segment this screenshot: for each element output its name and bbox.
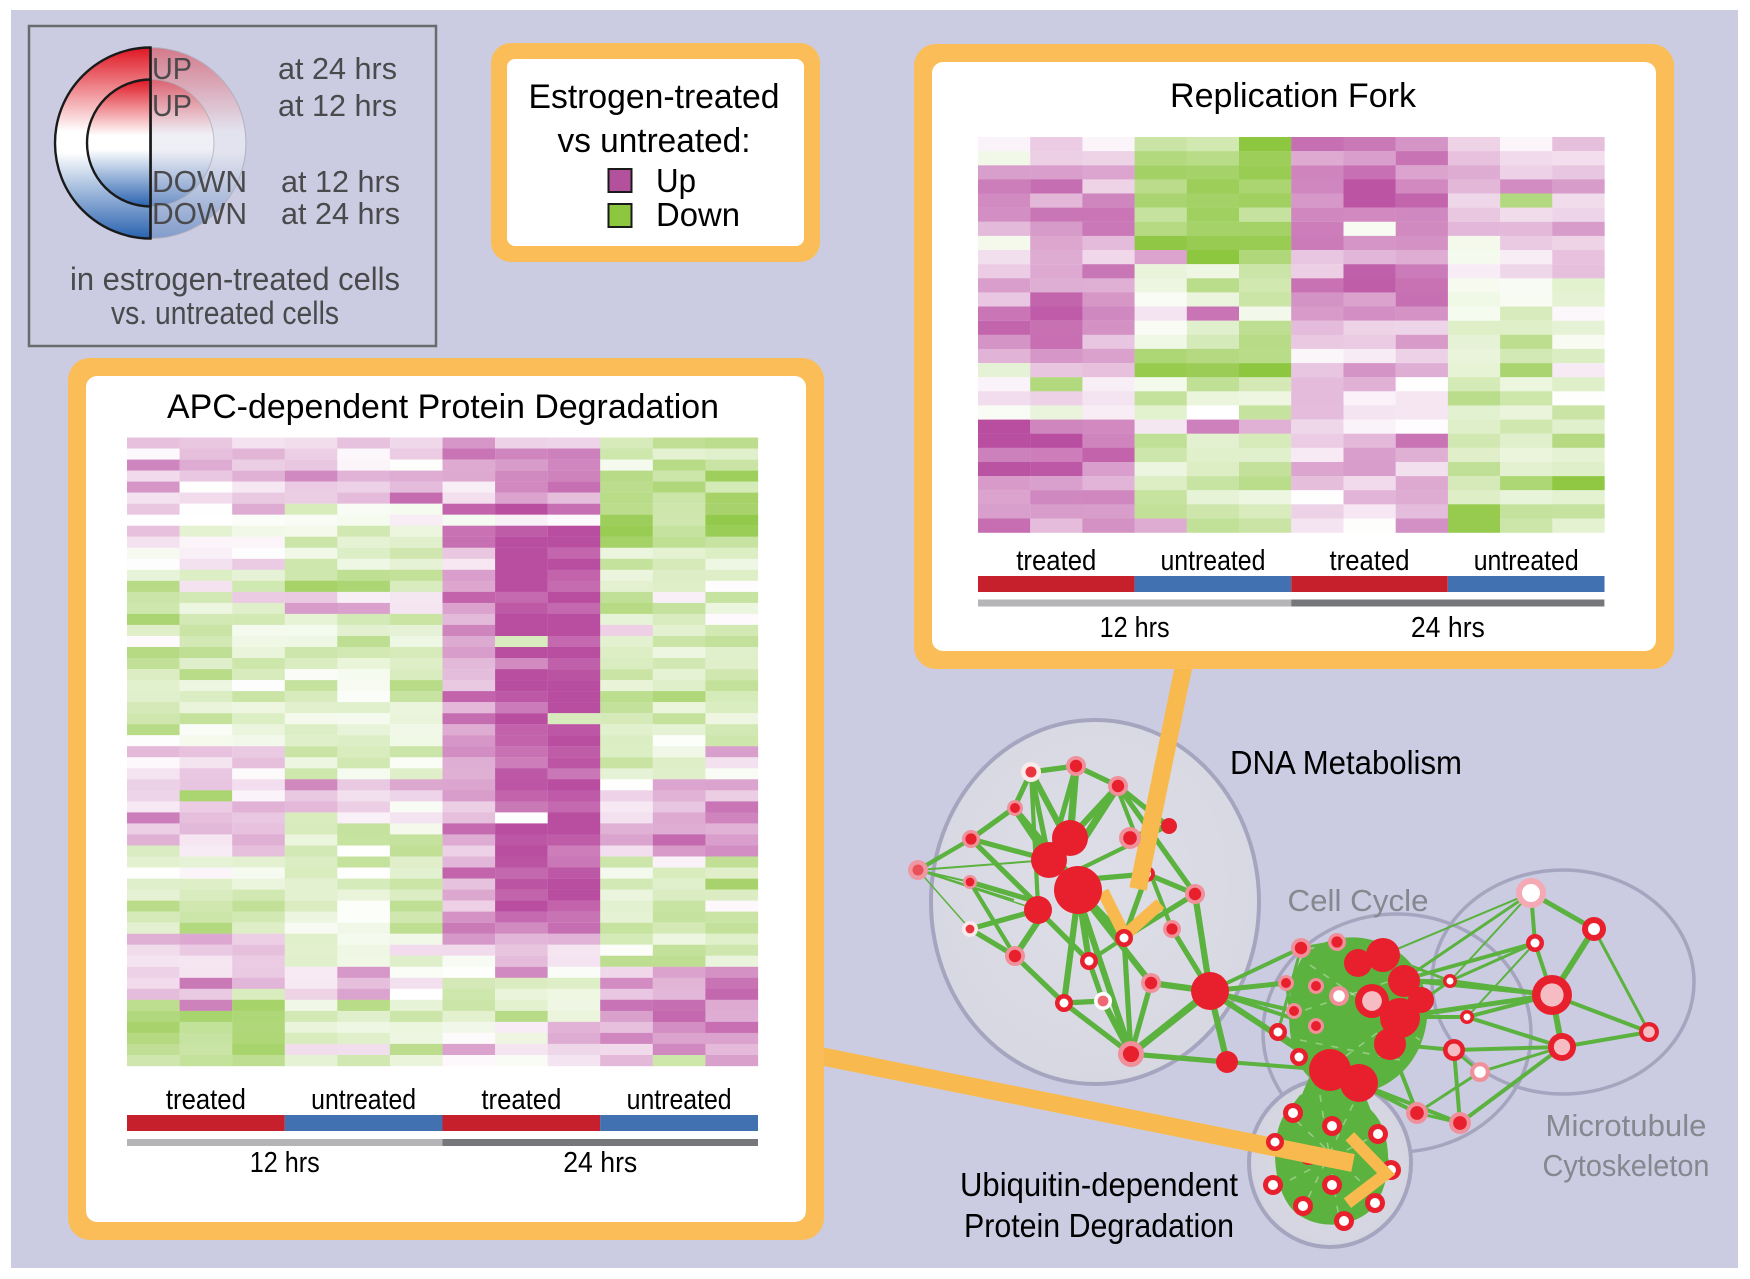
svg-text:UP: UP <box>152 88 192 123</box>
svg-text:Replication Fork: Replication Fork <box>1170 77 1417 115</box>
svg-text:DOWN: DOWN <box>152 196 247 231</box>
svg-text:DNA Metabolism: DNA Metabolism <box>1230 744 1462 781</box>
svg-text:at 12 hrs: at 12 hrs <box>281 164 400 199</box>
svg-text:at 12 hrs: at 12 hrs <box>278 88 397 123</box>
svg-text:treated: treated <box>1016 545 1096 577</box>
svg-text:treated: treated <box>481 1084 561 1116</box>
svg-text:at 24 hrs: at 24 hrs <box>281 196 400 231</box>
svg-text:Up: Up <box>656 162 696 199</box>
svg-text:Ubiquitin-dependent: Ubiquitin-dependent <box>960 1166 1238 1203</box>
svg-text:24 hrs: 24 hrs <box>1411 612 1485 644</box>
svg-text:vs. untreated cells: vs. untreated cells <box>111 295 339 331</box>
svg-text:24 hrs: 24 hrs <box>563 1147 637 1179</box>
svg-text:DOWN: DOWN <box>152 164 247 199</box>
svg-text:Cytoskeleton: Cytoskeleton <box>1543 1148 1710 1183</box>
svg-text:at 24 hrs: at 24 hrs <box>278 51 397 86</box>
svg-text:Microtubule: Microtubule <box>1546 1108 1707 1143</box>
svg-text:UP: UP <box>152 51 192 86</box>
svg-text:untreated: untreated <box>627 1084 732 1116</box>
svg-text:12 hrs: 12 hrs <box>1100 612 1170 644</box>
svg-text:treated: treated <box>1330 545 1410 577</box>
svg-text:untreated: untreated <box>311 1084 416 1116</box>
svg-text:in estrogen-treated cells: in estrogen-treated cells <box>70 261 400 297</box>
svg-text:untreated: untreated <box>1160 545 1265 577</box>
svg-text:Estrogen-treated: Estrogen-treated <box>529 78 780 116</box>
svg-text:Cell Cycle: Cell Cycle <box>1288 883 1429 918</box>
svg-text:vs untreated:: vs untreated: <box>558 122 751 160</box>
svg-text:treated: treated <box>166 1084 246 1116</box>
svg-text:12 hrs: 12 hrs <box>250 1147 320 1179</box>
svg-text:untreated: untreated <box>1474 545 1579 577</box>
svg-text:APC-dependent Protein Degradat: APC-dependent Protein Degradation <box>167 388 719 426</box>
svg-text:Down: Down <box>656 196 740 233</box>
svg-text:Protein Degradation: Protein Degradation <box>964 1207 1234 1244</box>
